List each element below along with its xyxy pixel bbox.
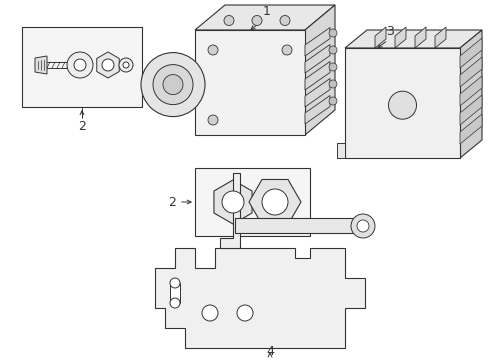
Polygon shape (97, 52, 119, 78)
Circle shape (74, 59, 86, 71)
Circle shape (224, 15, 234, 26)
Circle shape (328, 29, 336, 37)
Circle shape (163, 75, 183, 95)
Polygon shape (345, 48, 459, 158)
Polygon shape (248, 180, 301, 225)
Polygon shape (434, 27, 445, 48)
Circle shape (262, 189, 287, 215)
Circle shape (123, 62, 129, 68)
Polygon shape (220, 173, 240, 248)
Circle shape (119, 58, 133, 72)
Polygon shape (459, 30, 481, 158)
Bar (22, 27, 142, 107)
Circle shape (328, 63, 336, 71)
Polygon shape (195, 30, 305, 135)
Circle shape (328, 97, 336, 105)
Text: 3: 3 (385, 25, 393, 38)
Polygon shape (214, 180, 251, 224)
Polygon shape (35, 56, 47, 74)
Polygon shape (305, 62, 329, 90)
Text: 1: 1 (263, 5, 270, 18)
Polygon shape (459, 114, 481, 144)
Polygon shape (305, 95, 329, 124)
Polygon shape (394, 27, 405, 48)
Text: 2: 2 (168, 195, 176, 208)
Bar (195, 168, 309, 236)
Circle shape (202, 305, 218, 321)
Polygon shape (305, 5, 334, 135)
Polygon shape (195, 5, 334, 30)
Polygon shape (305, 45, 329, 73)
Circle shape (222, 191, 244, 213)
Circle shape (251, 15, 262, 26)
Text: 2: 2 (78, 120, 86, 133)
Circle shape (350, 214, 374, 238)
Polygon shape (374, 27, 385, 48)
Polygon shape (345, 30, 481, 48)
Polygon shape (336, 143, 345, 158)
Circle shape (328, 46, 336, 54)
Polygon shape (459, 76, 481, 106)
Circle shape (170, 278, 180, 288)
Circle shape (280, 15, 289, 26)
Circle shape (170, 298, 180, 308)
Polygon shape (459, 95, 481, 125)
Polygon shape (305, 27, 329, 56)
Polygon shape (459, 57, 481, 87)
Polygon shape (305, 78, 329, 107)
Circle shape (328, 80, 336, 88)
Circle shape (356, 220, 368, 232)
Circle shape (102, 59, 114, 71)
Circle shape (237, 305, 252, 321)
Text: 4: 4 (265, 345, 273, 358)
Circle shape (207, 115, 218, 125)
Circle shape (387, 91, 416, 119)
Circle shape (207, 45, 218, 55)
Circle shape (67, 52, 93, 78)
Polygon shape (459, 38, 481, 68)
Polygon shape (414, 27, 425, 48)
Bar (170, 283, 180, 303)
Circle shape (141, 53, 204, 117)
Circle shape (282, 45, 291, 55)
Polygon shape (155, 248, 364, 348)
Polygon shape (235, 218, 364, 233)
Circle shape (153, 64, 193, 105)
